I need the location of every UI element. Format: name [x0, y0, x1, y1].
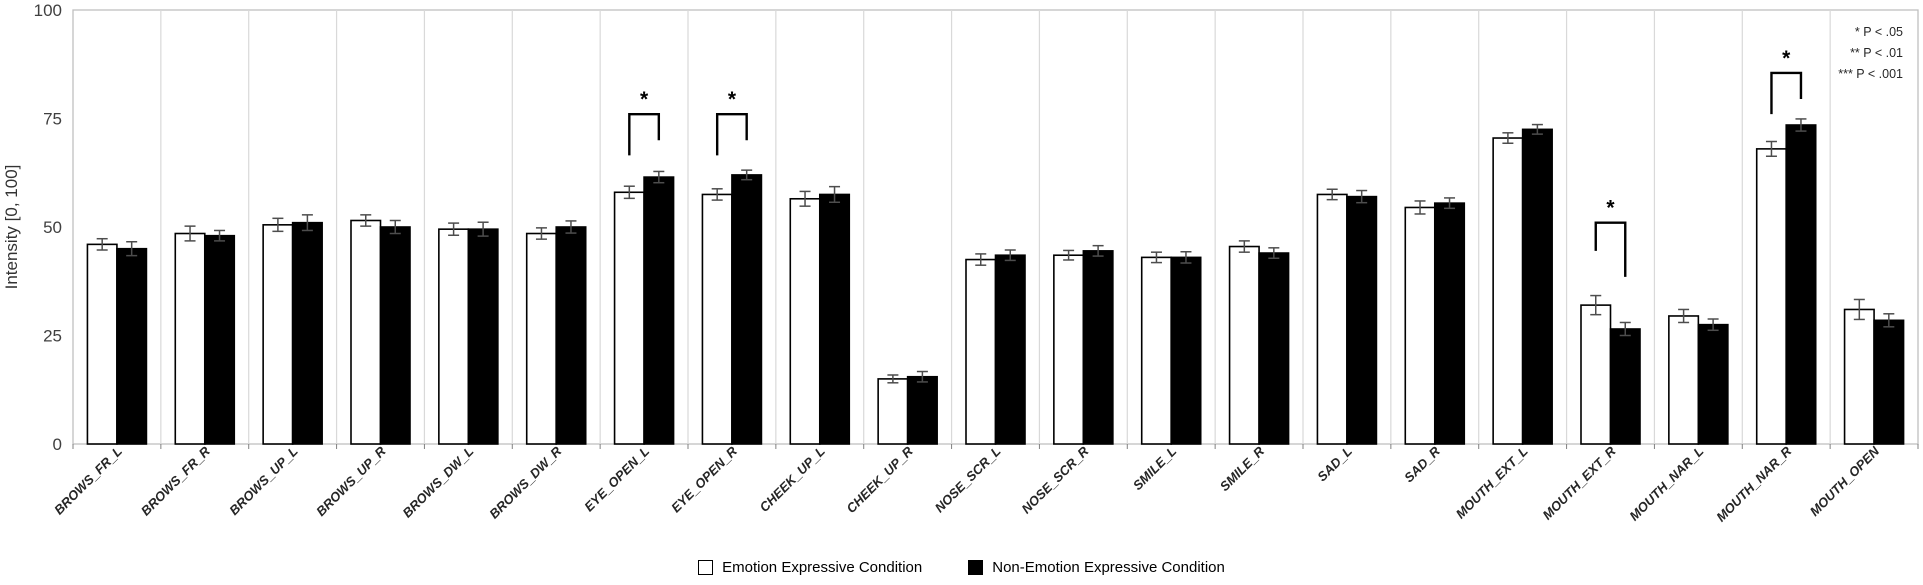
- bar-emotion-SAD_R: [1404, 206, 1436, 445]
- bar-non-emotion-SMILE_L: [1170, 256, 1202, 445]
- bar-non-emotion-BROWS_UP_L: [291, 221, 323, 445]
- x-category-label: EYE_OPEN_L: [581, 443, 652, 514]
- sig-asterisk-EYE_OPEN_R: *: [728, 88, 737, 111]
- bar-emotion-SMILE_L: [1140, 256, 1173, 445]
- bar-emotion-SMILE_R: [1228, 245, 1260, 445]
- bar-emotion-MOUTH_OPEN: [1843, 308, 1875, 445]
- sig-asterisk-MOUTH_EXT_R: *: [1606, 197, 1615, 220]
- bar-emotion-BROWS_FR_R: [174, 232, 206, 445]
- bar-non-emotion-BROWS_UP_R: [379, 226, 411, 445]
- bar-emotion-BROWS_UP_L: [262, 224, 294, 445]
- bar-emotion-NOSE_SCR_L: [965, 258, 997, 445]
- bar-emotion-SAD_L: [1316, 193, 1348, 445]
- bar-non-emotion-CHEEK_UP_R: [906, 375, 938, 445]
- bar-emotion-BROWS_DW_L: [438, 228, 470, 445]
- bar-emotion-BROWS_UP_R: [350, 219, 382, 445]
- sig-asterisk-EYE_OPEN_L: *: [640, 88, 649, 111]
- bar-non-emotion-EYE_OPEN_L: [643, 176, 675, 445]
- p-note-1: * P < .05: [1854, 25, 1903, 39]
- legend-label-non-emotion: Non-Emotion Expressive Condition: [992, 559, 1225, 576]
- sig-bracket-EYE_OPEN_L: [628, 112, 661, 156]
- bar-non-emotion-MOUTH_EXT_L: [1521, 128, 1553, 445]
- bar-emotion-CHEEK_UP_L: [789, 197, 821, 445]
- x-category-label: SMILE_L: [1130, 443, 1179, 492]
- sig-bracket-EYE_OPEN_R: [715, 112, 748, 156]
- bar-non-emotion-MOUTH_NAR_R: [1785, 124, 1817, 445]
- x-category-label: BROWS_DW_L: [399, 443, 476, 520]
- bar-non-emotion-MOUTH_NAR_L: [1697, 323, 1729, 445]
- x-category-label: SMILE_R: [1217, 443, 1268, 494]
- x-category-label: NOSE_SCR_R: [1019, 443, 1092, 516]
- sig-bracket-MOUTH_NAR_R: [1770, 71, 1803, 115]
- bar-non-emotion-BROWS_FR_L: [116, 247, 148, 445]
- bar-emotion-MOUTH_NAR_L: [1668, 315, 1700, 445]
- x-category-label: CHEEK_UP_L: [757, 443, 828, 514]
- bar-non-emotion-NOSE_SCR_L: [994, 254, 1026, 445]
- p-note-3: *** P < .001: [1838, 67, 1903, 81]
- bar-emotion-NOSE_SCR_R: [1053, 254, 1085, 445]
- x-category-label: MOUTH_OPEN: [1807, 443, 1883, 519]
- bar-non-emotion-MOUTH_OPEN: [1873, 319, 1905, 445]
- x-category-label: BROWS_DW_R: [486, 443, 564, 521]
- y-tick-label: 100: [34, 1, 62, 20]
- bar-non-emotion-SAD_L: [1346, 195, 1378, 445]
- y-tick-label: 75: [43, 110, 62, 129]
- y-tick-label: 0: [53, 435, 62, 454]
- legend-item-non-emotion: Non-Emotion Expressive Condition: [968, 559, 1225, 576]
- p-note-2: ** P < .01: [1850, 46, 1903, 60]
- bar-non-emotion-CHEEK_UP_L: [818, 193, 851, 445]
- legend-label-emotion: Emotion Expressive Condition: [722, 559, 923, 576]
- x-category-label: BROWS_FR_L: [51, 443, 125, 517]
- bar-emotion-MOUTH_EXT_L: [1492, 137, 1524, 445]
- x-category-label: BROWS_UP_L: [226, 443, 300, 517]
- y-tick-label: 50: [43, 218, 62, 237]
- x-category-label: NOSE_SCR_L: [932, 443, 1004, 515]
- bar-non-emotion-NOSE_SCR_R: [1082, 250, 1114, 445]
- bar-non-emotion-BROWS_FR_R: [203, 234, 236, 445]
- bar-emotion-MOUTH_EXT_R: [1580, 304, 1612, 445]
- x-category-label: MOUTH_EXT_L: [1453, 443, 1531, 521]
- x-category-label: MOUTH_NAR_L: [1626, 443, 1706, 523]
- bar-non-emotion-EYE_OPEN_R: [731, 174, 763, 445]
- bar-emotion-BROWS_DW_R: [525, 232, 558, 445]
- bar-emotion-EYE_OPEN_R: [701, 193, 733, 445]
- bar-non-emotion-SAD_R: [1433, 202, 1466, 445]
- bar-non-emotion-BROWS_DW_R: [555, 226, 587, 445]
- y-axis-title: Intensity [0, 100]: [2, 165, 21, 290]
- x-category-label: BROWS_FR_R: [138, 443, 213, 518]
- x-category-label: SAD_R: [1401, 443, 1443, 485]
- y-tick-label: 25: [43, 327, 62, 346]
- bar-non-emotion-MOUTH_EXT_R: [1609, 328, 1641, 445]
- x-category-label: MOUTH_EXT_R: [1540, 443, 1619, 522]
- sig-bracket-MOUTH_EXT_R: [1594, 221, 1627, 277]
- x-category-label: BROWS_UP_R: [313, 443, 389, 519]
- significance-key: * P < .05 ** P < .01 *** P < .001: [1838, 22, 1903, 85]
- bar-emotion-BROWS_FR_L: [86, 243, 118, 445]
- x-category-label: CHEEK_UP_R: [843, 443, 916, 516]
- sig-asterisk-MOUTH_NAR_R: *: [1782, 47, 1791, 70]
- legend-swatch-non-emotion: [968, 560, 984, 575]
- legend-item-emotion: Emotion Expressive Condition: [698, 559, 922, 576]
- bar-emotion-EYE_OPEN_L: [613, 191, 645, 445]
- x-category-label: MOUTH_NAR_R: [1713, 443, 1795, 525]
- legend-swatch-emotion: [698, 560, 714, 575]
- bar-non-emotion-SMILE_R: [1258, 252, 1290, 445]
- x-category-label: EYE_OPEN_R: [668, 443, 740, 515]
- bar-non-emotion-BROWS_DW_L: [467, 228, 499, 445]
- bar-emotion-MOUTH_NAR_R: [1755, 148, 1788, 445]
- bar-emotion-CHEEK_UP_R: [877, 378, 909, 445]
- x-category-label: SAD_L: [1314, 443, 1355, 484]
- chart-legend: Emotion Expressive Condition Non-Emotion…: [0, 559, 1923, 576]
